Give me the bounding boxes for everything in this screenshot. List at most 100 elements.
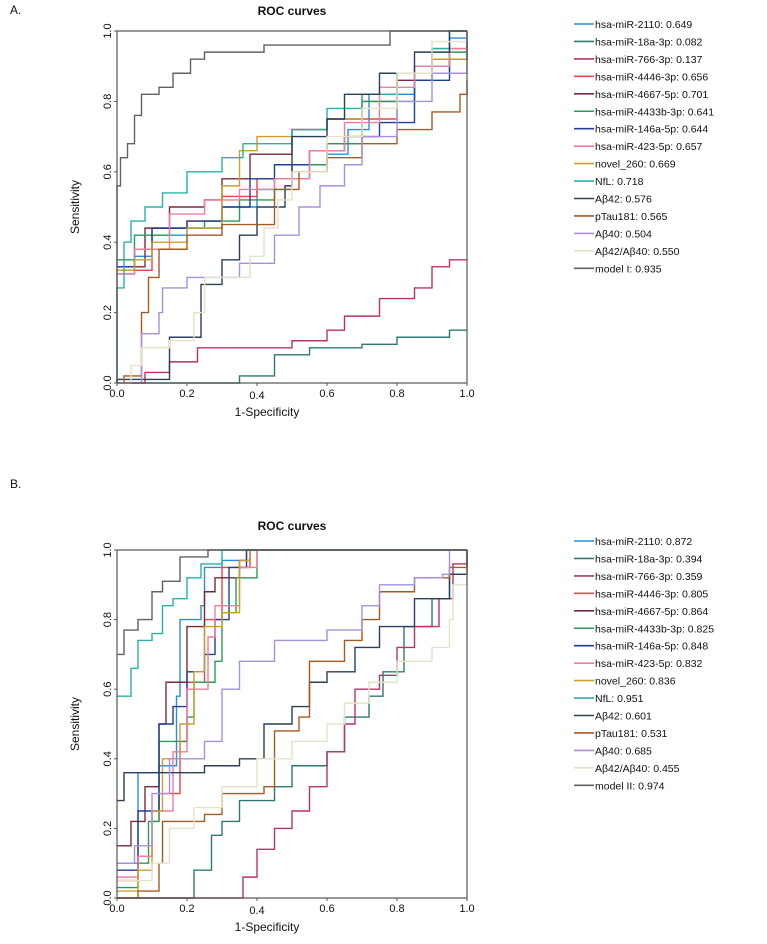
y-tick-label: 1.0 <box>102 542 114 557</box>
y-tick-label: 0.8 <box>102 94 114 109</box>
y-tick-label: 1.0 <box>102 23 114 38</box>
roc-panel-b: B. ROC curves 0.0 0.2 0.4 0.6 0.8 1.0 0.0 0.2 0.4 0… <box>10 477 714 934</box>
x-tick-label: 0.4 <box>249 905 264 917</box>
x-tick-label: 0.2 <box>179 388 194 400</box>
legend-label: hsa-miR-146a-5p: 0.848 <box>595 641 708 653</box>
legend-label: pTau181: 0.565 <box>595 211 668 223</box>
legend-label: model I: 0.935 <box>595 263 662 275</box>
legend-item: NfL: 0.718 <box>574 176 644 188</box>
legend-label: Aβ40: 0.504 <box>595 228 652 240</box>
roc-panel-a: A. ROC curves 0.0 0.2 0.4 0.6 0.8 1.0 0.0 0.2 0.4 0… <box>10 3 714 419</box>
roc-curve-series-13 <box>117 31 468 384</box>
legend-item: hsa-miR-2110: 0.649 <box>574 19 692 31</box>
legend-label: NfL: 0.951 <box>595 693 644 705</box>
legend-label: hsa-miR-766-3p: 0.359 <box>595 571 703 583</box>
roc-curve-series-2 <box>117 550 468 899</box>
legend-item: hsa-miR-18a-3p: 0.082 <box>574 36 703 48</box>
legend-item: Aβ40: 0.685 <box>574 745 652 757</box>
legend-item: hsa-miR-146a-5p: 0.848 <box>574 641 708 653</box>
legend-item: pTau181: 0.565 <box>574 211 668 223</box>
legend-item: Aβ42/Aβ40: 0.455 <box>574 763 680 775</box>
legend-item: hsa-miR-766-3p: 0.137 <box>574 54 703 66</box>
roc-curve-series-13 <box>117 567 468 882</box>
roc-curves <box>117 549 468 899</box>
legend-label: Aβ42/Aβ40: 0.455 <box>595 763 680 775</box>
legend-item: hsa-miR-766-3p: 0.359 <box>574 571 703 583</box>
legend-label: Aβ42: 0.601 <box>595 711 652 723</box>
legend-label: hsa-miR-18a-3p: 0.394 <box>595 553 703 565</box>
roc-curve-series-14 <box>117 549 467 656</box>
y-axis-label: Sensitivity <box>68 180 82 234</box>
plot-frame <box>116 549 468 899</box>
legend-label: hsa-miR-4667-5p: 0.701 <box>595 89 708 101</box>
x-tick-label: 0.0 <box>109 388 124 400</box>
roc-curve-series-14 <box>116 30 467 383</box>
legend-item: NfL: 0.951 <box>574 693 644 705</box>
legend-item: novel_260: 0.836 <box>574 676 676 688</box>
legend-label: hsa-miR-18a-3p: 0.082 <box>595 36 703 48</box>
roc-curve-series-4 <box>117 549 467 847</box>
legend-item: hsa-miR-4667-5p: 0.701 <box>574 89 708 101</box>
roc-curve-series-9 <box>117 549 467 697</box>
legend-item: Aβ40: 0.504 <box>574 228 652 240</box>
x-tick-label: 0.6 <box>319 388 334 400</box>
legend-label: NfL: 0.718 <box>595 176 644 188</box>
x-axis-label: 1-Specificity <box>235 920 300 934</box>
legend-item: hsa-miR-423-5p: 0.832 <box>574 658 703 670</box>
legend-item: hsa-miR-4446-3p: 0.656 <box>574 71 708 83</box>
x-tick-label: 0.2 <box>179 903 194 915</box>
legend-item: hsa-miR-4433b-3p: 0.825 <box>574 623 714 635</box>
legend-label: model II: 0.974 <box>595 780 665 792</box>
legend-label: hsa-miR-146a-5p: 0.644 <box>595 124 708 136</box>
legend-item: model II: 0.974 <box>574 780 665 792</box>
y-tick-label: 0.0 <box>102 375 114 390</box>
legend-label: hsa-miR-4433b-3p: 0.641 <box>595 106 714 118</box>
legend-label: novel_260: 0.669 <box>595 159 676 171</box>
legend-item: hsa-miR-146a-5p: 0.644 <box>574 124 708 136</box>
legend-label: pTau181: 0.531 <box>595 728 668 740</box>
legend-item: Aβ42: 0.601 <box>574 711 652 723</box>
legend-label: hsa-miR-2110: 0.872 <box>595 536 692 548</box>
roc-curve-series-12 <box>117 41 468 384</box>
y-tick-label: 0.2 <box>102 305 114 320</box>
roc-curve-series-7 <box>117 549 467 878</box>
x-tick-label: 0.8 <box>389 388 404 400</box>
legend-label: hsa-miR-423-5p: 0.657 <box>595 141 703 153</box>
legend-label: Aβ42/Aβ40: 0.550 <box>595 246 680 258</box>
roc-curve-series-8 <box>117 549 467 892</box>
legend-label: hsa-miR-4433b-3p: 0.825 <box>595 623 714 635</box>
legend-label: hsa-miR-2110: 0.649 <box>595 19 692 31</box>
legend-label: novel_260: 0.836 <box>595 676 676 688</box>
legend-label: hsa-miR-766-3p: 0.137 <box>595 54 703 66</box>
legend-label: Aβ42: 0.576 <box>595 194 652 206</box>
y-axis-label: Sensitivity <box>68 697 82 751</box>
y-tick-label: 0.6 <box>102 682 114 697</box>
x-tick-label: 0.4 <box>249 390 264 402</box>
legend-item: hsa-miR-4433b-3p: 0.641 <box>574 106 714 118</box>
x-tick-label: 0.6 <box>319 903 334 915</box>
legend: hsa-miR-2110: 0.649 hsa-miR-18a-3p: 0.082… <box>574 19 714 275</box>
x-tick-label: 0.8 <box>389 903 404 915</box>
legend-item: hsa-miR-4667-5p: 0.864 <box>574 606 708 618</box>
x-axis-label: 1-Specificity <box>235 405 300 419</box>
legend-label: Aβ40: 0.685 <box>595 745 652 757</box>
roc-curve-series-12 <box>117 549 467 864</box>
y-tick-label: 0.8 <box>102 612 114 627</box>
legend-item: hsa-miR-18a-3p: 0.394 <box>574 553 703 565</box>
legend-label: hsa-miR-4667-5p: 0.864 <box>595 606 708 618</box>
chart-title: ROC curves <box>258 4 327 18</box>
roc-curves <box>116 30 468 384</box>
legend-item: hsa-miR-423-5p: 0.657 <box>574 141 703 153</box>
legend-label: hsa-miR-423-5p: 0.832 <box>595 658 703 670</box>
panel-label: A. <box>10 3 21 17</box>
legend-item: hsa-miR-2110: 0.872 <box>574 536 692 548</box>
x-tick-label: 1.0 <box>459 388 474 400</box>
roc-curve-series-7 <box>117 31 468 275</box>
y-tick-label: 0.2 <box>102 821 114 836</box>
legend-item: Aβ42/Aβ40: 0.550 <box>574 246 680 258</box>
y-tick-label: 0.4 <box>102 751 114 766</box>
y-tick-label: 0.4 <box>102 235 114 250</box>
legend-label: hsa-miR-4446-3p: 0.656 <box>595 71 708 83</box>
panel-label: B. <box>10 477 21 491</box>
